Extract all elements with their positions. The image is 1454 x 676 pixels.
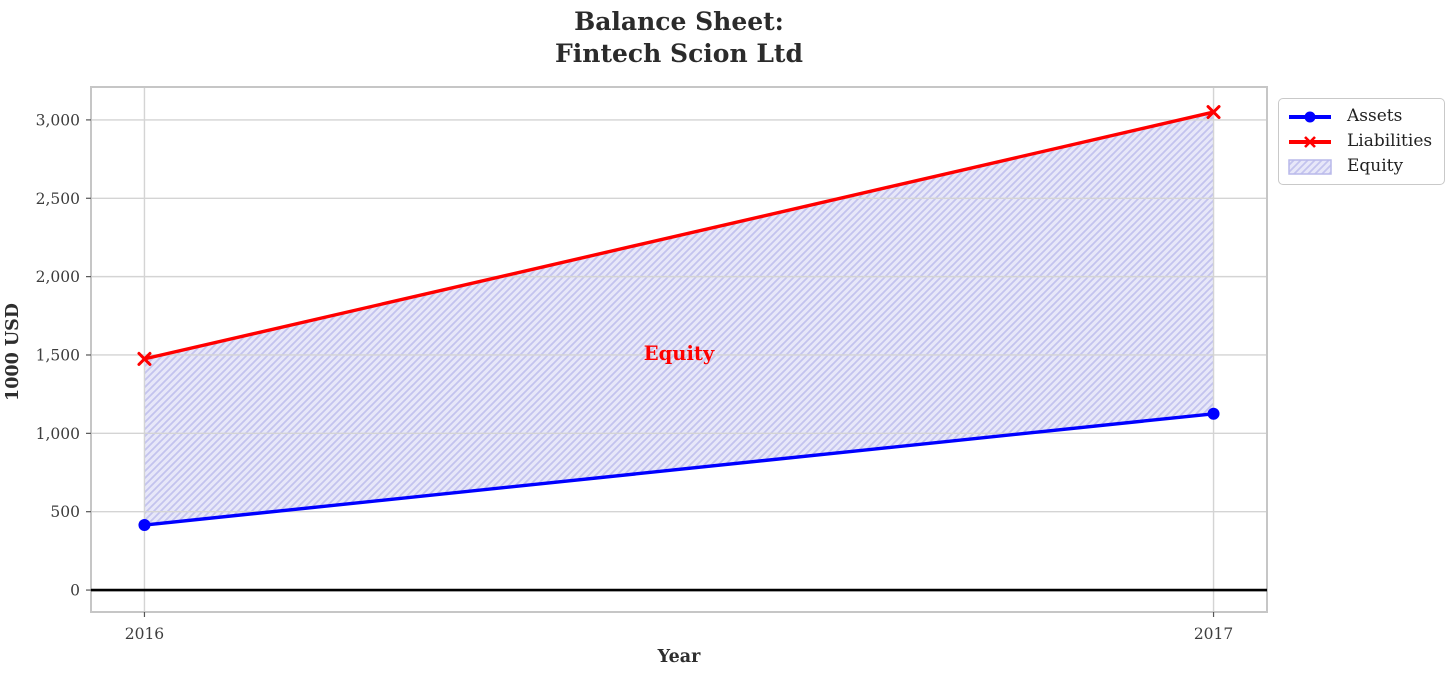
legend-label-equity: Equity bbox=[1347, 156, 1404, 176]
chart-title: Balance Sheet: Fintech Scion Ltd bbox=[91, 6, 1267, 70]
liabilities-line bbox=[142, 110, 1216, 361]
legend-item-liabilities: Liabilities bbox=[1288, 129, 1436, 154]
y-tick-label: 3,000 bbox=[36, 111, 80, 129]
x-axis-label: Year bbox=[657, 647, 701, 667]
equity-annotation: Equity bbox=[644, 342, 715, 365]
y-tick-label: 1,500 bbox=[36, 346, 80, 364]
legend-label-liabilities: Liabilities bbox=[1347, 131, 1433, 151]
liabilities-marker bbox=[1206, 105, 1221, 120]
y-axis-label: 1000 USD bbox=[3, 303, 23, 401]
y-tick-label: 500 bbox=[50, 503, 80, 521]
legend-item-assets: Assets bbox=[1288, 104, 1436, 129]
liabilities-line-swatch bbox=[1289, 135, 1331, 148]
x-tick-label: 2017 bbox=[1194, 625, 1233, 643]
legend-item-equity: Equity bbox=[1288, 154, 1436, 179]
equity-patch-swatch bbox=[1288, 158, 1332, 175]
legend: Assets Liabilities Equity bbox=[1278, 98, 1445, 185]
chart-title-line2: Fintech Scion Ltd bbox=[555, 39, 803, 68]
liabilities-marker bbox=[137, 351, 152, 366]
assets-line-swatch bbox=[1289, 111, 1331, 122]
assets-line bbox=[142, 412, 1216, 527]
assets-marker bbox=[138, 519, 151, 532]
y-tick-label: 1,000 bbox=[36, 425, 80, 443]
y-tick-label: 2,000 bbox=[36, 268, 80, 286]
chart-title-line1: Balance Sheet: bbox=[574, 7, 784, 36]
plot-border bbox=[90, 86, 1268, 613]
equity-fill-area bbox=[144, 112, 1214, 526]
liabilities-swatch-x bbox=[1304, 135, 1316, 148]
equity-swatch-rect bbox=[1288, 158, 1332, 175]
y-tick-label: 2,500 bbox=[36, 190, 80, 208]
assets-marker bbox=[1207, 407, 1220, 420]
x-tick-label: 2016 bbox=[125, 625, 164, 643]
assets-swatch-dot bbox=[1304, 111, 1316, 122]
legend-label-assets: Assets bbox=[1347, 106, 1403, 126]
y-tick-label: 0 bbox=[70, 582, 80, 600]
